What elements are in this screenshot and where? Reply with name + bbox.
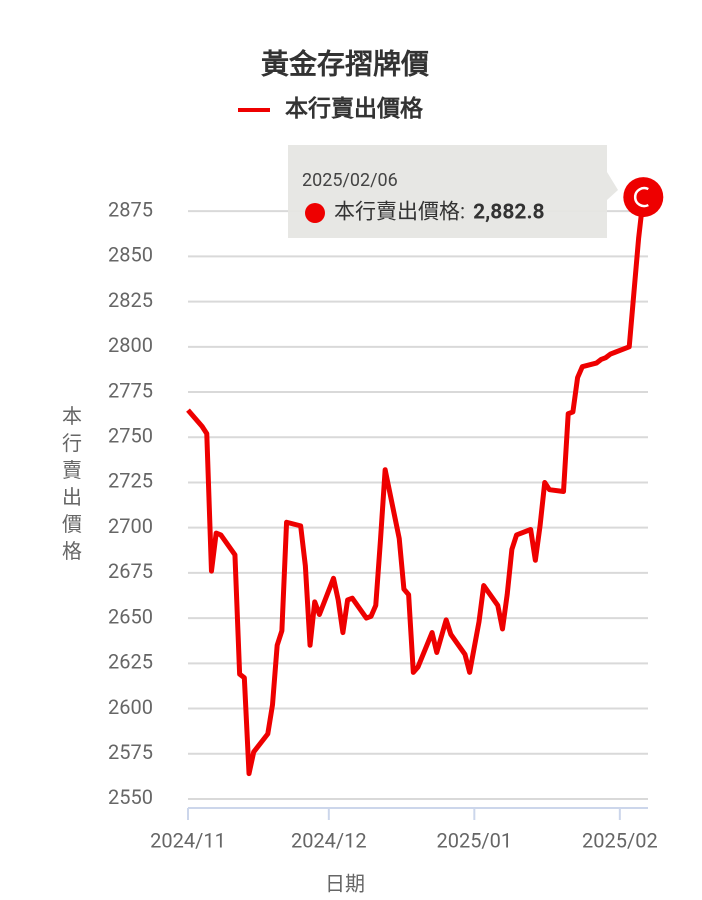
y-tick-label: 2625 — [108, 650, 153, 674]
chart-title: 黃金存摺牌價 — [261, 47, 430, 80]
x-tick-label: 2025/02 — [582, 828, 658, 852]
tooltip-date: 2025/02/06 — [302, 170, 398, 191]
hover-marker — [623, 177, 664, 218]
y-tick-label: 2650 — [108, 604, 153, 628]
y-tick-label: 2875 — [108, 197, 153, 221]
y-tick-label: 2700 — [108, 514, 153, 538]
y-tick-label: 2775 — [108, 378, 153, 402]
tooltip-value: 2,882.8 — [473, 201, 545, 225]
price-line — [186, 196, 646, 777]
legend-label[interactable]: 本行賣出價格 — [285, 95, 424, 122]
tooltip-label: 本行賣出價格: — [334, 201, 465, 225]
y-tick-label: 2825 — [108, 288, 153, 312]
tooltip-dot — [305, 203, 325, 223]
x-tick-label: 2024/12 — [291, 828, 367, 852]
x-tick-label: 2024/11 — [150, 828, 226, 852]
y-tick-label: 2850 — [108, 243, 153, 267]
y-tick-label: 2600 — [108, 695, 153, 719]
y-tick-label: 2575 — [108, 740, 153, 764]
y-tick-label: 2750 — [108, 424, 153, 448]
y-tick-label: 2550 — [108, 785, 153, 809]
y-tick-label: 2675 — [108, 559, 153, 583]
hover-ring — [634, 186, 649, 208]
y-tick-label: 2725 — [108, 469, 153, 493]
tooltip-box — [288, 145, 618, 238]
x-axis-title: 日期 — [325, 871, 365, 895]
x-tick-label: 2025/01 — [436, 828, 512, 852]
y-tick-label: 2800 — [108, 333, 153, 357]
y-axis-title: 本行賣出價格 — [62, 404, 82, 563]
